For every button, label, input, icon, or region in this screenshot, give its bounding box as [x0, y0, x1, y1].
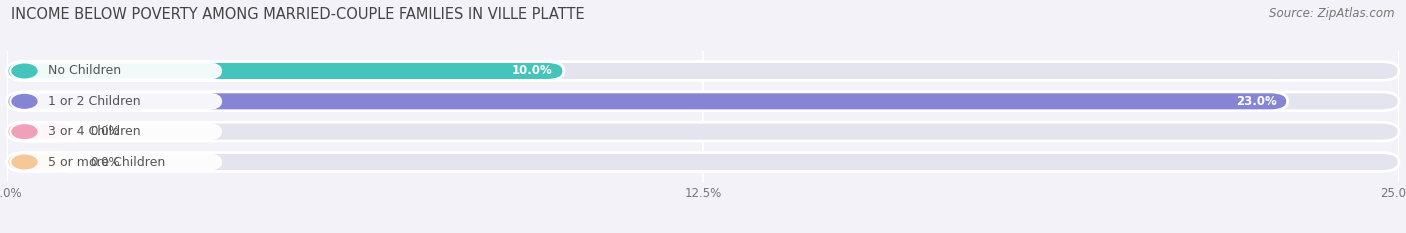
- Text: 0.0%: 0.0%: [90, 155, 120, 168]
- FancyBboxPatch shape: [10, 63, 221, 79]
- Text: 10.0%: 10.0%: [512, 65, 553, 78]
- Circle shape: [13, 155, 37, 169]
- Circle shape: [13, 64, 37, 78]
- FancyBboxPatch shape: [10, 124, 221, 140]
- Text: INCOME BELOW POVERTY AMONG MARRIED-COUPLE FAMILIES IN VILLE PLATTE: INCOME BELOW POVERTY AMONG MARRIED-COUPL…: [11, 7, 585, 22]
- Circle shape: [13, 95, 37, 108]
- Text: 3 or 4 Children: 3 or 4 Children: [48, 125, 141, 138]
- Circle shape: [13, 125, 37, 138]
- FancyBboxPatch shape: [7, 62, 1399, 80]
- FancyBboxPatch shape: [7, 62, 564, 80]
- Text: No Children: No Children: [48, 65, 121, 78]
- Text: 23.0%: 23.0%: [1236, 95, 1277, 108]
- FancyBboxPatch shape: [7, 122, 75, 141]
- FancyBboxPatch shape: [7, 92, 1288, 111]
- Text: 5 or more Children: 5 or more Children: [48, 155, 165, 168]
- Text: Source: ZipAtlas.com: Source: ZipAtlas.com: [1270, 7, 1395, 20]
- FancyBboxPatch shape: [7, 92, 1399, 111]
- Text: 0.0%: 0.0%: [90, 125, 120, 138]
- FancyBboxPatch shape: [7, 122, 1399, 141]
- FancyBboxPatch shape: [10, 154, 221, 170]
- FancyBboxPatch shape: [7, 153, 75, 171]
- Text: 1 or 2 Children: 1 or 2 Children: [48, 95, 141, 108]
- FancyBboxPatch shape: [7, 153, 1399, 171]
- FancyBboxPatch shape: [10, 93, 221, 109]
